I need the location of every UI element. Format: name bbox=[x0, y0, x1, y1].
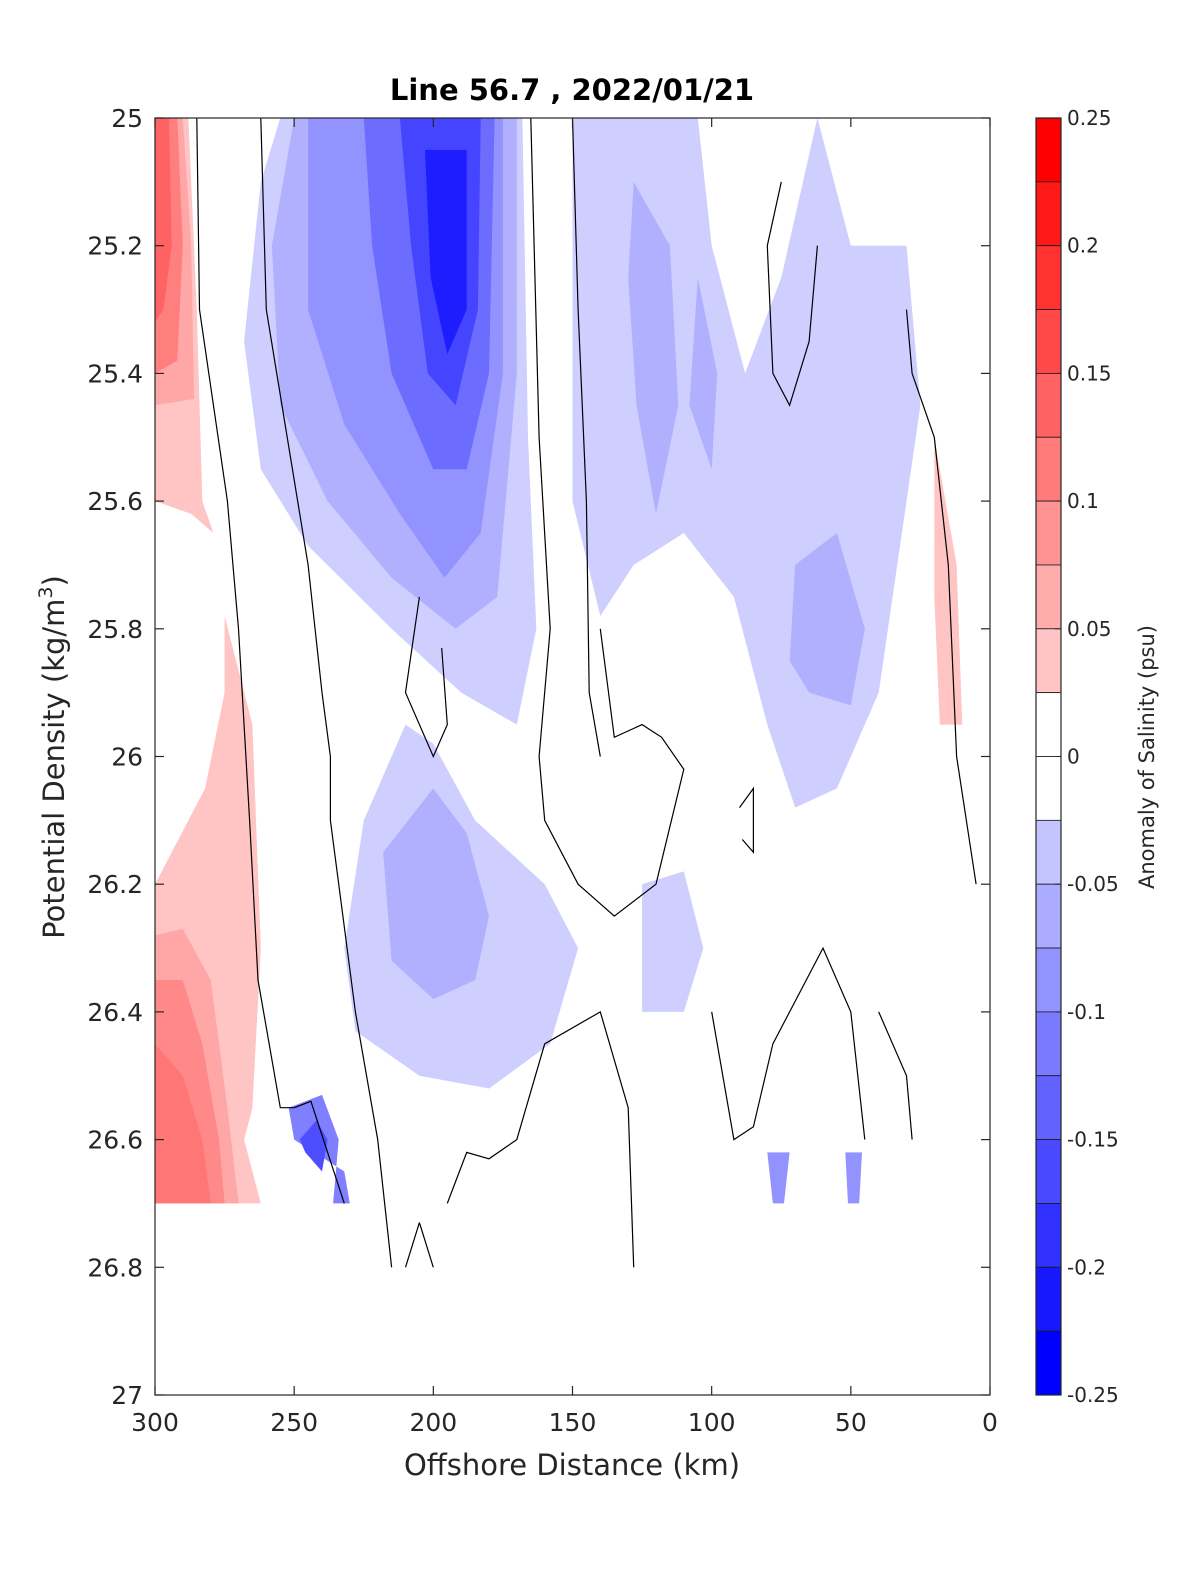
contour-zero-7 bbox=[571, 118, 601, 757]
fill-offshore-neg-2 bbox=[628, 181, 679, 514]
colorbar-tick-label: 0.1 bbox=[1067, 489, 1099, 513]
x-axis: 300 250 200 150 100 50 0 bbox=[131, 118, 998, 1437]
y-tick-label: 25.6 bbox=[87, 487, 143, 516]
colorbar-band bbox=[1035, 1266, 1062, 1332]
colorbar-band bbox=[1035, 819, 1062, 885]
contour-zero-10 bbox=[711, 946, 866, 1141]
colorbar-tick-label: -0.25 bbox=[1067, 1383, 1119, 1407]
y-axis-label-superscript: 3 bbox=[35, 586, 57, 598]
y-tick-label: 25.8 bbox=[87, 615, 143, 644]
contour-zero-9 bbox=[739, 786, 754, 854]
colorbar-tick-label: -0.05 bbox=[1067, 872, 1119, 896]
x-tick-label: 300 bbox=[131, 1408, 179, 1437]
fill-coastal-pos-4 bbox=[155, 118, 172, 323]
x-tick-label: 100 bbox=[688, 1408, 736, 1437]
y-axis-label: Potential Density (kg/m3) bbox=[35, 575, 71, 939]
colorbar-band bbox=[1035, 309, 1062, 374]
colorbar-tick-label: -0.1 bbox=[1067, 1000, 1106, 1024]
y-tick-label: 26 bbox=[111, 743, 143, 772]
colorbar-band bbox=[1035, 436, 1062, 502]
fill-core-neg-6 bbox=[425, 149, 467, 355]
y-tick-label: 25.4 bbox=[87, 359, 143, 388]
y-tick-label: 25.2 bbox=[87, 232, 143, 261]
contour-zero-5 bbox=[446, 1011, 635, 1268]
colorbar-band bbox=[1035, 117, 1062, 183]
x-tick-label: 250 bbox=[270, 1408, 318, 1437]
colorbar-tick-label: 0.15 bbox=[1067, 361, 1112, 385]
colorbar-band bbox=[1035, 628, 1062, 694]
colorbar-band bbox=[1035, 500, 1062, 566]
contour-zero-12 bbox=[878, 1011, 913, 1140]
colorbar-band bbox=[1035, 1011, 1062, 1077]
y-tick-label: 26.6 bbox=[87, 1126, 143, 1155]
colorbar: 0.25 0.2 0.15 0.1 0.05 0 -0.05 -0.1 -0.15 -0.2 -0.… bbox=[1035, 106, 1119, 1407]
y-axis-label-close: ) bbox=[37, 575, 71, 586]
contour-zero-1b bbox=[293, 1100, 345, 1204]
fill-nearshore-pos bbox=[934, 437, 963, 725]
colorbar-band bbox=[1035, 372, 1062, 438]
colorbar-band bbox=[1035, 756, 1062, 821]
contour-zero-11 bbox=[905, 309, 977, 885]
colorbar-band bbox=[1035, 564, 1062, 630]
colorbar-tick-label: -0.15 bbox=[1067, 1128, 1119, 1152]
fill-bottom-neg-2 bbox=[299, 1120, 328, 1172]
colorbar-tick-label: 0 bbox=[1067, 745, 1080, 769]
contour-zero-8 bbox=[766, 181, 818, 407]
fill-offshore-neg-4 bbox=[789, 533, 865, 706]
colorbar-label: Anomaly of Salinity (psu) bbox=[1135, 625, 1159, 889]
contour-zero-6 bbox=[530, 118, 685, 917]
x-axis-label: Offshore Distance (km) bbox=[404, 1448, 740, 1482]
colorbar-tick-label: 0.05 bbox=[1067, 617, 1112, 641]
colorbar-tick-label: -0.2 bbox=[1067, 1255, 1106, 1279]
contour-zero-3 bbox=[404, 596, 448, 758]
x-tick-label: 50 bbox=[835, 1408, 867, 1437]
x-tick-label: 150 bbox=[549, 1408, 597, 1437]
colorbar-band bbox=[1035, 1139, 1062, 1204]
colorbar-band bbox=[1035, 181, 1062, 247]
anomaly-fills bbox=[155, 118, 963, 1204]
y-tick-label: 26.4 bbox=[87, 998, 143, 1027]
y-axis: 25 25.2 25.4 25.6 25.8 26 26.2 26.4 26.6 26.8 27 bbox=[87, 104, 990, 1410]
contour-zero-1 bbox=[196, 118, 295, 1109]
zero-contours bbox=[196, 118, 977, 1268]
colorbar-band bbox=[1035, 1075, 1062, 1140]
colorbar-band bbox=[1035, 947, 1062, 1013]
fill-coastal-low-4 bbox=[155, 1043, 211, 1204]
contour-zero-2 bbox=[260, 118, 393, 1268]
chart-title: Line 56.7 , 2022/01/21 bbox=[390, 73, 754, 107]
colorbar-band bbox=[1035, 692, 1062, 757]
y-tick-label: 26.8 bbox=[87, 1253, 143, 1282]
x-tick-label: 0 bbox=[982, 1408, 998, 1437]
colorbar-band bbox=[1035, 1330, 1062, 1396]
colorbar-band bbox=[1035, 245, 1062, 310]
contour-zero-4 bbox=[418, 1222, 434, 1268]
y-tick-label: 25 bbox=[111, 104, 143, 133]
colorbar-band bbox=[1035, 1203, 1062, 1268]
contour-zero-4b bbox=[404, 1222, 420, 1268]
y-axis-label-main: Potential Density (kg/m bbox=[37, 599, 71, 939]
x-tick-label: 200 bbox=[409, 1408, 457, 1437]
y-tick-label: 26.2 bbox=[87, 870, 143, 899]
fill-bottom-blip-2 bbox=[845, 1152, 862, 1204]
colorbar-tick-label: 0.2 bbox=[1067, 234, 1099, 258]
fill-offshore-neg-5 bbox=[642, 871, 704, 1012]
colorbar-tick-label: 0.25 bbox=[1067, 106, 1112, 130]
fill-bottom-blip-1 bbox=[767, 1152, 790, 1204]
colorbar-band bbox=[1035, 883, 1062, 949]
fill-offshore-neg-3 bbox=[689, 277, 718, 470]
fill-mid-neg-2 bbox=[383, 788, 489, 1000]
y-tick-label: 27 bbox=[111, 1381, 143, 1410]
